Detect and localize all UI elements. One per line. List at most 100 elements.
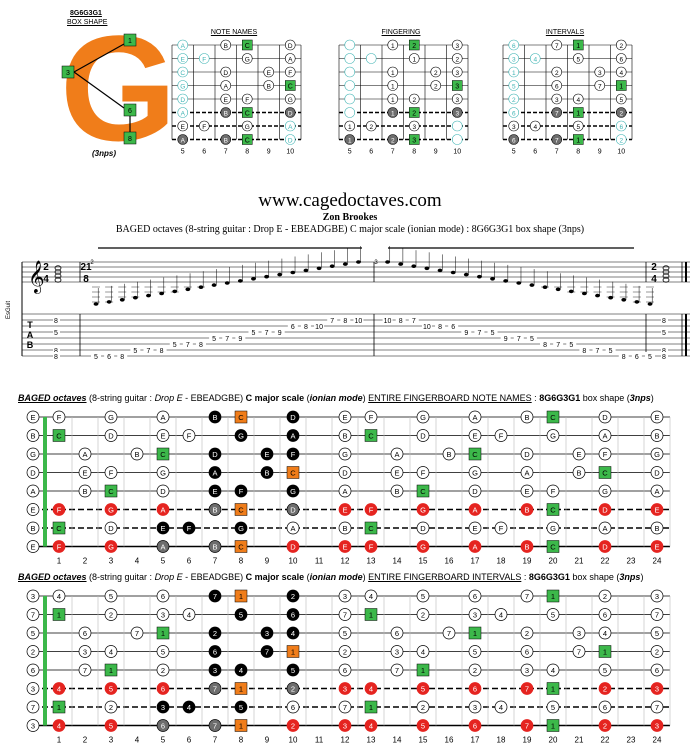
note-dot xyxy=(208,663,222,677)
note-dot xyxy=(650,645,664,658)
tab-number: 8 xyxy=(438,324,442,331)
note-label: 7 xyxy=(525,722,529,731)
nut-bar xyxy=(43,417,47,547)
root-square xyxy=(234,682,248,695)
note-label: E xyxy=(654,506,659,515)
fret-number: 8 xyxy=(239,557,244,566)
note-label: 5 xyxy=(551,703,555,712)
chord-notehead xyxy=(662,269,670,275)
mini-dot xyxy=(451,120,463,132)
note-label: G xyxy=(238,524,244,533)
chord-notehead xyxy=(662,273,670,279)
note-label: 2 xyxy=(525,629,529,638)
fret-number: 8 xyxy=(239,736,244,745)
tab-number: 8 xyxy=(199,342,203,349)
note-dot xyxy=(338,700,352,714)
note-dot xyxy=(208,719,222,732)
fret-number: 9 xyxy=(265,557,270,566)
chord-notehead xyxy=(54,277,62,283)
mini-note: B xyxy=(224,138,228,145)
tab-number: 7 xyxy=(477,330,481,337)
mini-fret-number: 9 xyxy=(598,149,602,156)
note-dot xyxy=(286,626,300,640)
notehead xyxy=(490,277,495,281)
note-label: 4 xyxy=(369,592,373,601)
note-label: 2 xyxy=(655,648,659,657)
mini-dot xyxy=(284,93,296,105)
fret-number: 3 xyxy=(109,736,114,745)
note-dot xyxy=(104,719,118,732)
mini-root xyxy=(573,107,584,118)
note-dot xyxy=(156,719,170,732)
shape-arrow xyxy=(73,43,125,73)
mini-dot xyxy=(220,93,232,105)
tab-number: 9 xyxy=(238,336,242,343)
note-dot xyxy=(338,484,352,498)
fret-number: 6 xyxy=(187,557,192,566)
note-dot xyxy=(598,626,612,640)
caption2-a: BAGED octaves xyxy=(18,572,87,582)
mini-dot xyxy=(198,120,210,132)
shape-marker-label: 3 xyxy=(66,70,70,77)
mini-note: A xyxy=(181,111,186,118)
note-dot xyxy=(156,589,170,603)
note-dot xyxy=(416,410,430,424)
note-label: E xyxy=(394,469,399,478)
note-label: 6 xyxy=(473,685,477,694)
note-dot xyxy=(182,700,196,714)
note-dot xyxy=(104,589,118,603)
note-dot xyxy=(468,503,482,516)
mini-dot xyxy=(551,66,563,78)
notehead xyxy=(198,285,204,289)
note-dot xyxy=(78,447,92,461)
notehead xyxy=(185,287,191,292)
note-label: 3 xyxy=(655,685,659,694)
note-dot xyxy=(520,663,534,677)
fingerboard-intervals: 1 2 3 4 5 6 7 8 9 10 11 12 13 14 15 16 17 18 19 20 21 22 23 243… xyxy=(26,589,671,745)
note-label: B xyxy=(394,487,399,496)
note-dot xyxy=(260,466,274,479)
note-label: 6 xyxy=(473,722,477,731)
note-dot xyxy=(78,484,92,498)
notehead xyxy=(119,298,125,302)
fret-number: 18 xyxy=(497,736,506,745)
note-dot xyxy=(416,645,430,658)
note-dot xyxy=(416,466,430,479)
note-dot xyxy=(52,682,66,695)
note-label: 4 xyxy=(291,629,295,638)
mini-root xyxy=(616,80,627,91)
note-label: 6 xyxy=(161,722,165,731)
note-label: 3 xyxy=(577,629,581,638)
mini-note: 6 xyxy=(512,138,516,145)
mini-title-note-names: NOTE NAMES xyxy=(210,29,258,36)
mini-note: 7 xyxy=(555,111,559,118)
note-label: G xyxy=(238,432,244,441)
note-label: 1 xyxy=(369,703,373,712)
note-label: 4 xyxy=(57,685,61,694)
mini-dot xyxy=(177,120,189,132)
note-label: 5 xyxy=(473,648,477,657)
note-dot xyxy=(78,663,92,677)
note-label: G xyxy=(420,543,426,552)
note-label: E xyxy=(212,487,217,496)
mini-note: 1 xyxy=(391,43,395,50)
mini-note: 5 xyxy=(576,124,580,131)
note-dot xyxy=(468,682,482,695)
shape-letter-g: G xyxy=(60,4,177,172)
mini-dot xyxy=(284,39,296,51)
note-label: 3 xyxy=(395,648,399,657)
mini-fret-number: 5 xyxy=(512,149,516,156)
note-label: 1 xyxy=(473,629,477,638)
note-dot xyxy=(364,682,378,695)
note-label: 3 xyxy=(655,592,659,601)
note-label: C xyxy=(108,487,114,496)
note-label: F xyxy=(57,413,62,422)
mini-dot xyxy=(177,134,189,145)
mini-dot xyxy=(241,93,253,105)
tab-number: 9 xyxy=(504,336,508,343)
note-dot xyxy=(650,466,664,479)
note-dot xyxy=(520,410,534,424)
note-dot xyxy=(598,503,612,516)
mini-note: D xyxy=(180,97,185,104)
treble-clef: 𝄞 xyxy=(28,261,45,294)
